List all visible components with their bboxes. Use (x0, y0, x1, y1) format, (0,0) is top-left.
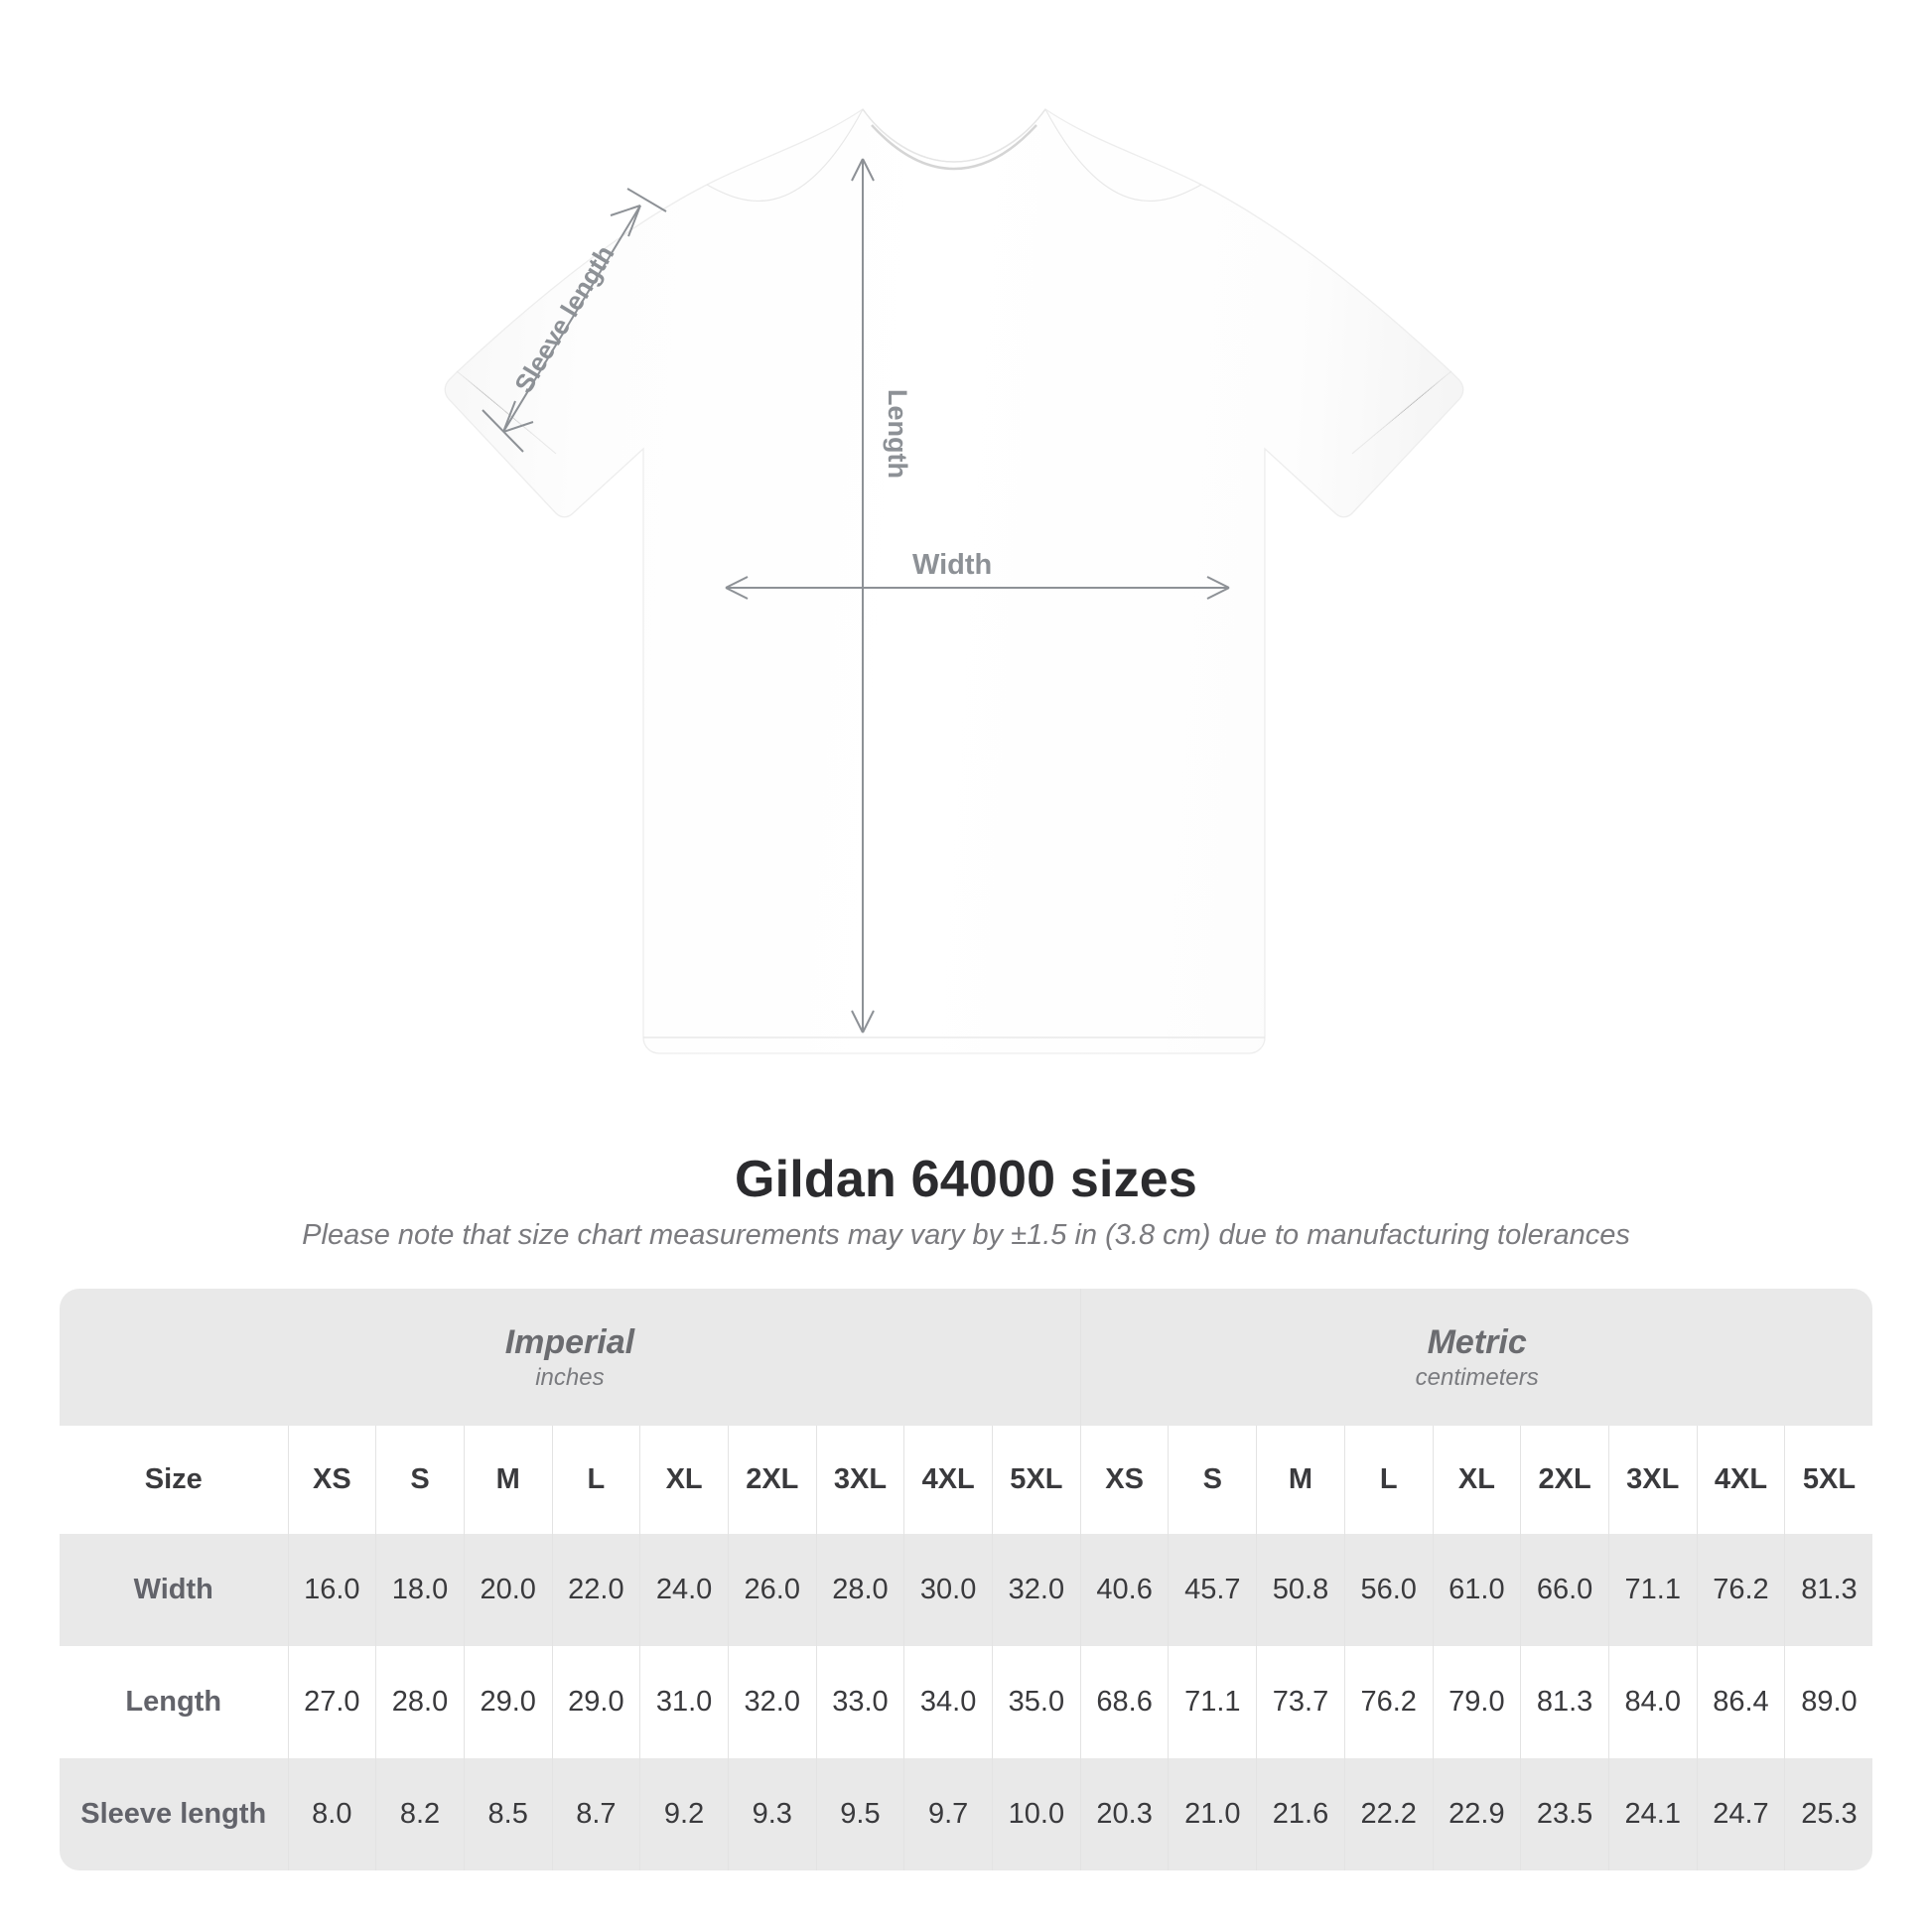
svg-text:Length: Length (883, 389, 912, 479)
svg-text:Width: Width (912, 549, 992, 581)
